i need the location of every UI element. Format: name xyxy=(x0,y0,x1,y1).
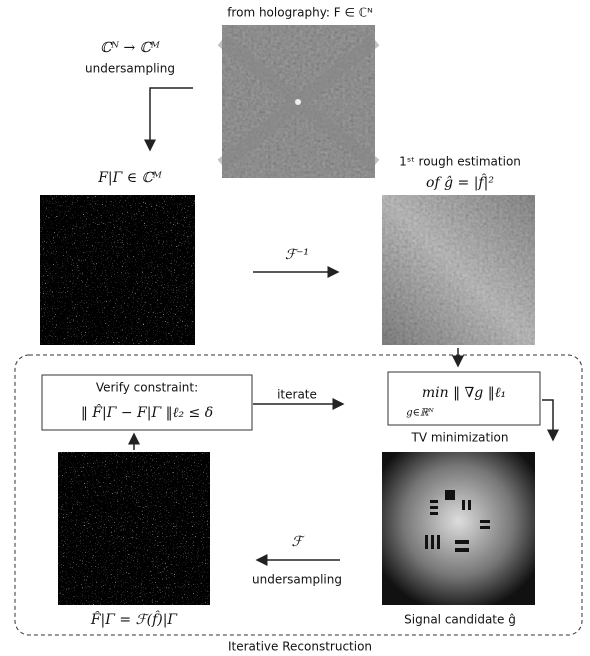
rough-estimate-image xyxy=(382,195,535,345)
hologram-image xyxy=(217,25,380,178)
inverse-fourier-label: ℱ⁻¹ xyxy=(285,247,309,263)
signal-candidate-label: Signal candidate ĝ xyxy=(404,613,516,627)
tv-subscript: g∈ℝᴺ xyxy=(406,408,434,419)
constraint-formula: ‖ F̂|Γ − F|Γ ‖ℓ₂ ≤ δ xyxy=(81,403,213,421)
tv-box xyxy=(387,371,541,426)
arrow xyxy=(542,399,559,442)
constraint-title: Verify constraint: xyxy=(96,381,198,395)
sparse-samples-image xyxy=(40,195,195,345)
frame-caption: Iterative Reconstruction xyxy=(228,640,372,654)
estimation-formula: of ĝ = |f̂|² xyxy=(426,173,494,191)
tv-formula: min ‖ ∇g ‖ℓ₁ xyxy=(422,385,506,401)
mapping-label: ℂᴺ → ℂᴹ xyxy=(100,40,161,56)
iterate-label: iterate xyxy=(277,388,317,402)
resampled-image xyxy=(58,452,210,605)
title: from holography: F ∈ ℂᴺ xyxy=(227,6,373,20)
tv-label: TV minimization xyxy=(411,431,509,445)
resampled-formula: F̂|Γ = ℱ(f̂)|Γ xyxy=(90,610,179,628)
undersampling-label: undersampling xyxy=(85,62,175,76)
constraint-box xyxy=(41,374,253,431)
fourier-label: ℱ xyxy=(291,534,305,550)
arrow xyxy=(144,87,193,152)
signal-candidate-image xyxy=(382,452,535,605)
subsampled-label: F|Γ ∈ ℂᴹ xyxy=(97,170,163,186)
estimation-label: 1ˢᵗ rough estimation xyxy=(399,155,521,169)
iteration-frame xyxy=(14,354,583,636)
undersampling-label: undersampling xyxy=(252,573,342,587)
